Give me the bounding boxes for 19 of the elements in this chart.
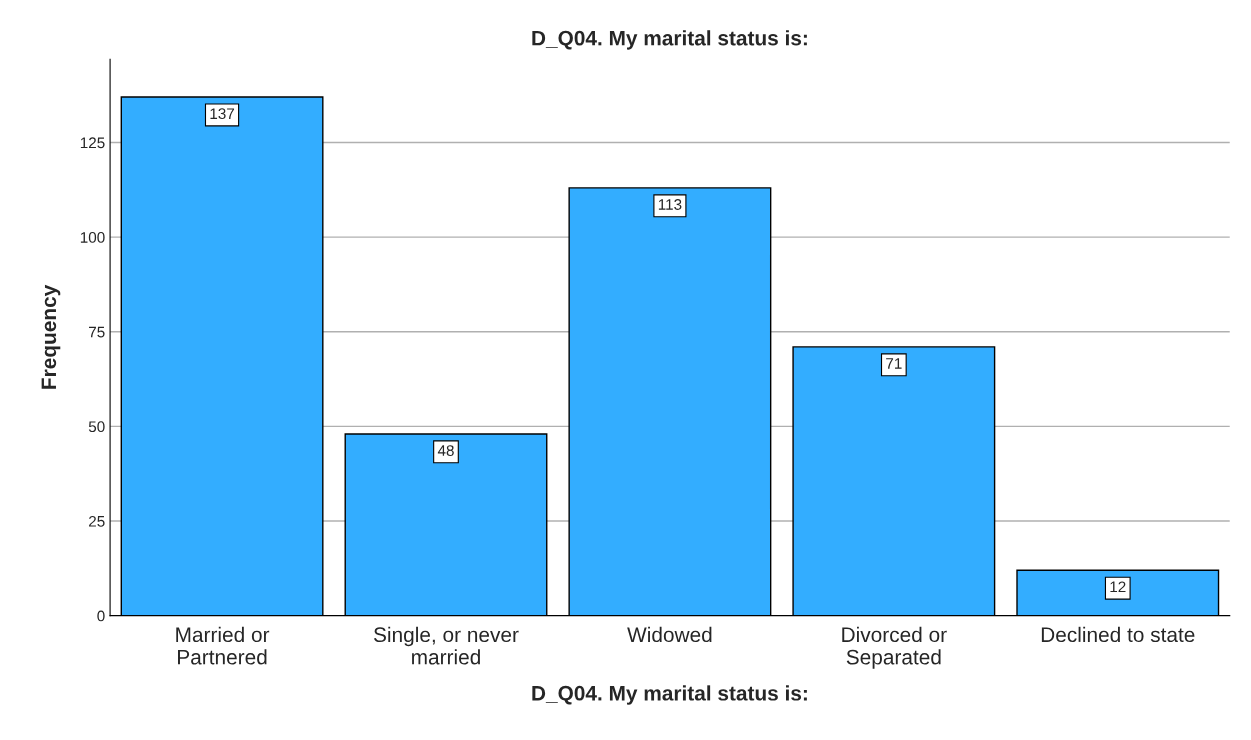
y-tick-label: 100 <box>80 231 105 243</box>
y-axis-title: Frequency <box>41 284 61 389</box>
data-label: 48 <box>437 445 454 456</box>
chart-title: D_Q04. My marital status is: <box>532 30 807 50</box>
x-tick-label: Declined to state <box>1041 626 1195 643</box>
y-tick-label: 50 <box>88 421 105 433</box>
x-tick-label: Widowed <box>627 626 712 643</box>
x-tick-label: Single, or never married <box>373 626 519 665</box>
x-tick-label: Married or Partnered <box>176 626 270 665</box>
x-tick-label: Divorced or Separated <box>842 626 947 669</box>
y-tick-label: 0 <box>97 610 105 622</box>
y-tick-label: 75 <box>89 326 105 338</box>
x-axis-title: D_Q04. My marital status is: <box>532 685 807 705</box>
data-label: 12 <box>1110 581 1126 593</box>
data-label: 113 <box>658 199 682 210</box>
y-tick-label: 25 <box>89 515 105 527</box>
data-label: 71 <box>886 358 902 369</box>
data-label: 137 <box>210 108 235 120</box>
y-tick-label: 125 <box>80 137 105 149</box>
